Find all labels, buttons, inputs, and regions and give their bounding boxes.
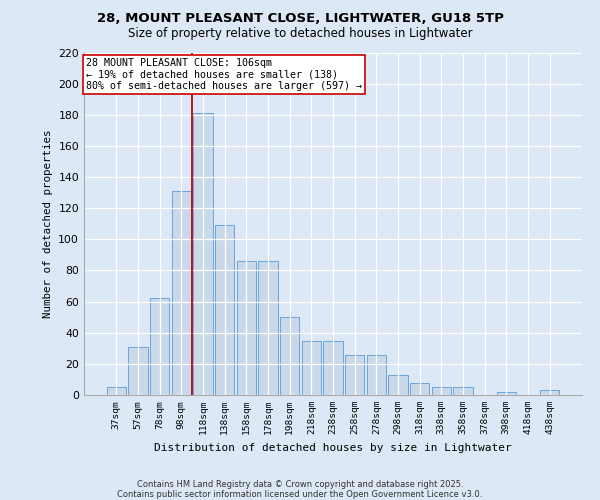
Bar bbox=[280, 317, 299, 395]
Bar bbox=[150, 298, 169, 395]
Text: Size of property relative to detached houses in Lightwater: Size of property relative to detached ho… bbox=[128, 28, 472, 40]
Bar bbox=[215, 226, 235, 395]
Bar bbox=[107, 387, 126, 395]
Text: 28 MOUNT PLEASANT CLOSE: 106sqm
← 19% of detached houses are smaller (138)
80% o: 28 MOUNT PLEASANT CLOSE: 106sqm ← 19% of… bbox=[86, 58, 362, 91]
X-axis label: Distribution of detached houses by size in Lightwater: Distribution of detached houses by size … bbox=[154, 442, 512, 452]
Bar bbox=[172, 191, 191, 395]
Bar bbox=[345, 354, 364, 395]
Text: Contains HM Land Registry data © Crown copyright and database right 2025.: Contains HM Land Registry data © Crown c… bbox=[137, 480, 463, 489]
Bar bbox=[302, 340, 321, 395]
Bar bbox=[431, 387, 451, 395]
Bar bbox=[388, 375, 408, 395]
Bar bbox=[410, 382, 430, 395]
Bar bbox=[128, 346, 148, 395]
Bar bbox=[453, 387, 473, 395]
Bar bbox=[258, 261, 278, 395]
Text: 28, MOUNT PLEASANT CLOSE, LIGHTWATER, GU18 5TP: 28, MOUNT PLEASANT CLOSE, LIGHTWATER, GU… bbox=[97, 12, 503, 26]
Y-axis label: Number of detached properties: Number of detached properties bbox=[43, 130, 53, 318]
Bar bbox=[540, 390, 559, 395]
Bar bbox=[193, 113, 213, 395]
Bar bbox=[236, 261, 256, 395]
Text: Contains public sector information licensed under the Open Government Licence v3: Contains public sector information licen… bbox=[118, 490, 482, 499]
Bar bbox=[367, 354, 386, 395]
Bar bbox=[323, 340, 343, 395]
Bar bbox=[497, 392, 516, 395]
